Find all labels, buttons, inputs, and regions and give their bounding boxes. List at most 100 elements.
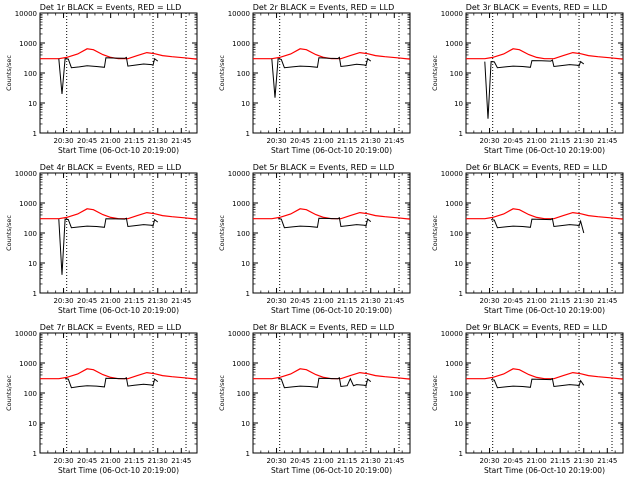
y-tick-label: 10 [28,260,37,268]
y-axis-label: Counts/sec [218,215,226,251]
y-tick-label: 100 [450,230,463,238]
x-tick-label: 21:00 [101,457,121,465]
plot-frame [252,332,411,454]
x-axis-label: Start Time (06-Oct-10 20:19:00) [271,306,392,315]
x-tick-label: 21:45 [171,297,191,305]
y-tick-label: 100 [450,70,463,78]
panel-det-9: 1 10 100 1000 10000 20:30 20:45 21:00 21:15 21:30… [431,323,624,475]
panel-title: Det 9r BLACK = Events, RED = LLD [466,323,608,332]
y-tick-label: 1 [459,290,463,298]
y-tick-label: 1000 [232,360,250,368]
x-tick-label: 21:00 [527,297,547,305]
x-tick-label: 20:45 [503,137,523,145]
x-tick-label: 21:30 [361,297,381,305]
y-tick-label: 1 [459,130,463,138]
panel-title: Det 5r BLACK = Events, RED = LLD [253,163,395,172]
lld-series-line [466,208,624,220]
y-tick-label: 10 [28,420,37,428]
x-tick-label: 20:45 [503,457,523,465]
lld-series-line [40,368,198,380]
y-axis-label: Counts/sec [431,375,439,411]
x-axis-label: Start Time (06-Oct-10 20:19:00) [58,306,179,315]
x-tick-label: 21:15 [337,457,357,465]
x-tick-label: 20:45 [290,137,310,145]
y-axis-label: Counts/sec [218,375,226,411]
x-tick-label: 21:30 [361,137,381,145]
x-tick-label: 20:30 [53,137,73,145]
x-tick-label: 21:45 [384,297,404,305]
x-tick-label: 20:45 [503,297,523,305]
x-tick-label: 21:45 [384,457,404,465]
y-axis-label: Counts/sec [431,215,439,251]
y-tick-label: 1 [33,290,37,298]
x-tick-label: 21:15 [337,137,357,145]
y-tick-label: 100 [24,390,37,398]
y-tick-label: 10 [454,100,463,108]
y-tick-label: 10 [241,260,250,268]
panel-det-3: 1 10 100 1000 10000 20:30 20:45 21:00 21:15 21:30… [431,3,624,155]
y-axis-label: Counts/sec [5,55,13,91]
y-tick-label: 1 [246,450,250,458]
y-tick-label: 1 [246,290,250,298]
plot-frame [465,12,624,134]
panel-det-4: 1 10 100 1000 10000 20:30 20:45 21:00 21:15 21:30… [5,163,198,315]
panel-det-8: 1 10 100 1000 10000 20:30 20:45 21:00 21:15 21:30… [218,323,411,475]
lld-series-line [466,368,624,380]
x-tick-label: 20:30 [266,297,286,305]
y-axis-label: Counts/sec [218,55,226,91]
panel-title: Det 4r BLACK = Events, RED = LLD [40,163,182,172]
y-axis-label: Counts/sec [5,215,13,251]
events-series-line [484,59,585,119]
lld-series-line [466,48,624,60]
y-tick-label: 10 [454,420,463,428]
x-tick-label: 21:00 [314,297,334,305]
panel-title: Det 7r BLACK = Events, RED = LLD [40,323,182,332]
panel-title: Det 6r BLACK = Events, RED = LLD [466,163,608,172]
x-tick-label: 20:30 [479,137,499,145]
panel-det-5: 1 10 100 1000 10000 20:30 20:45 21:00 21:15 21:30… [218,163,411,315]
events-series-line [278,217,372,229]
y-tick-label: 10000 [228,330,250,338]
x-tick-label: 21:15 [550,297,570,305]
x-tick-label: 20:30 [479,457,499,465]
y-tick-label: 10000 [441,170,463,178]
y-tick-label: 100 [24,230,37,238]
events-series-line [491,217,585,234]
x-axis-label: Start Time (06-Oct-10 20:19:00) [58,466,179,475]
x-tick-label: 21:15 [337,297,357,305]
x-tick-label: 21:30 [574,297,594,305]
x-tick-label: 21:00 [314,137,334,145]
x-tick-label: 21:45 [384,137,404,145]
x-tick-label: 20:45 [290,457,310,465]
panel-det-1: 1 10 100 1000 10000 20:30 20:45 21:00 21:15 21:30… [5,3,198,155]
y-tick-label: 1 [33,450,37,458]
y-tick-label: 1 [246,130,250,138]
y-tick-label: 10000 [15,170,37,178]
y-tick-label: 1000 [445,360,463,368]
x-axis-label: Start Time (06-Oct-10 20:19:00) [484,306,605,315]
events-series-line [58,217,159,275]
y-tick-label: 1000 [445,200,463,208]
y-tick-label: 100 [237,390,250,398]
lld-series-line [253,368,411,380]
panel-det-2: 1 10 100 1000 10000 20:30 20:45 21:00 21:15 21:30… [218,3,411,155]
y-tick-label: 10000 [15,330,37,338]
x-axis-label: Start Time (06-Oct-10 20:19:00) [271,146,392,155]
lld-series-line [40,208,198,220]
x-tick-label: 21:15 [550,137,570,145]
y-tick-label: 1000 [19,40,37,48]
panel-title: Det 2r BLACK = Events, RED = LLD [253,3,395,12]
y-tick-label: 100 [237,230,250,238]
events-series-line [278,377,372,389]
x-tick-label: 21:30 [148,297,168,305]
x-tick-label: 21:45 [597,297,617,305]
x-axis-label: Start Time (06-Oct-10 20:19:00) [484,466,605,475]
x-tick-label: 21:00 [527,137,547,145]
y-tick-label: 1000 [19,200,37,208]
x-tick-label: 20:30 [266,137,286,145]
y-tick-label: 1000 [232,200,250,208]
panel-title: Det 8r BLACK = Events, RED = LLD [253,323,395,332]
plot-frame [39,172,198,294]
x-tick-label: 21:30 [574,137,594,145]
